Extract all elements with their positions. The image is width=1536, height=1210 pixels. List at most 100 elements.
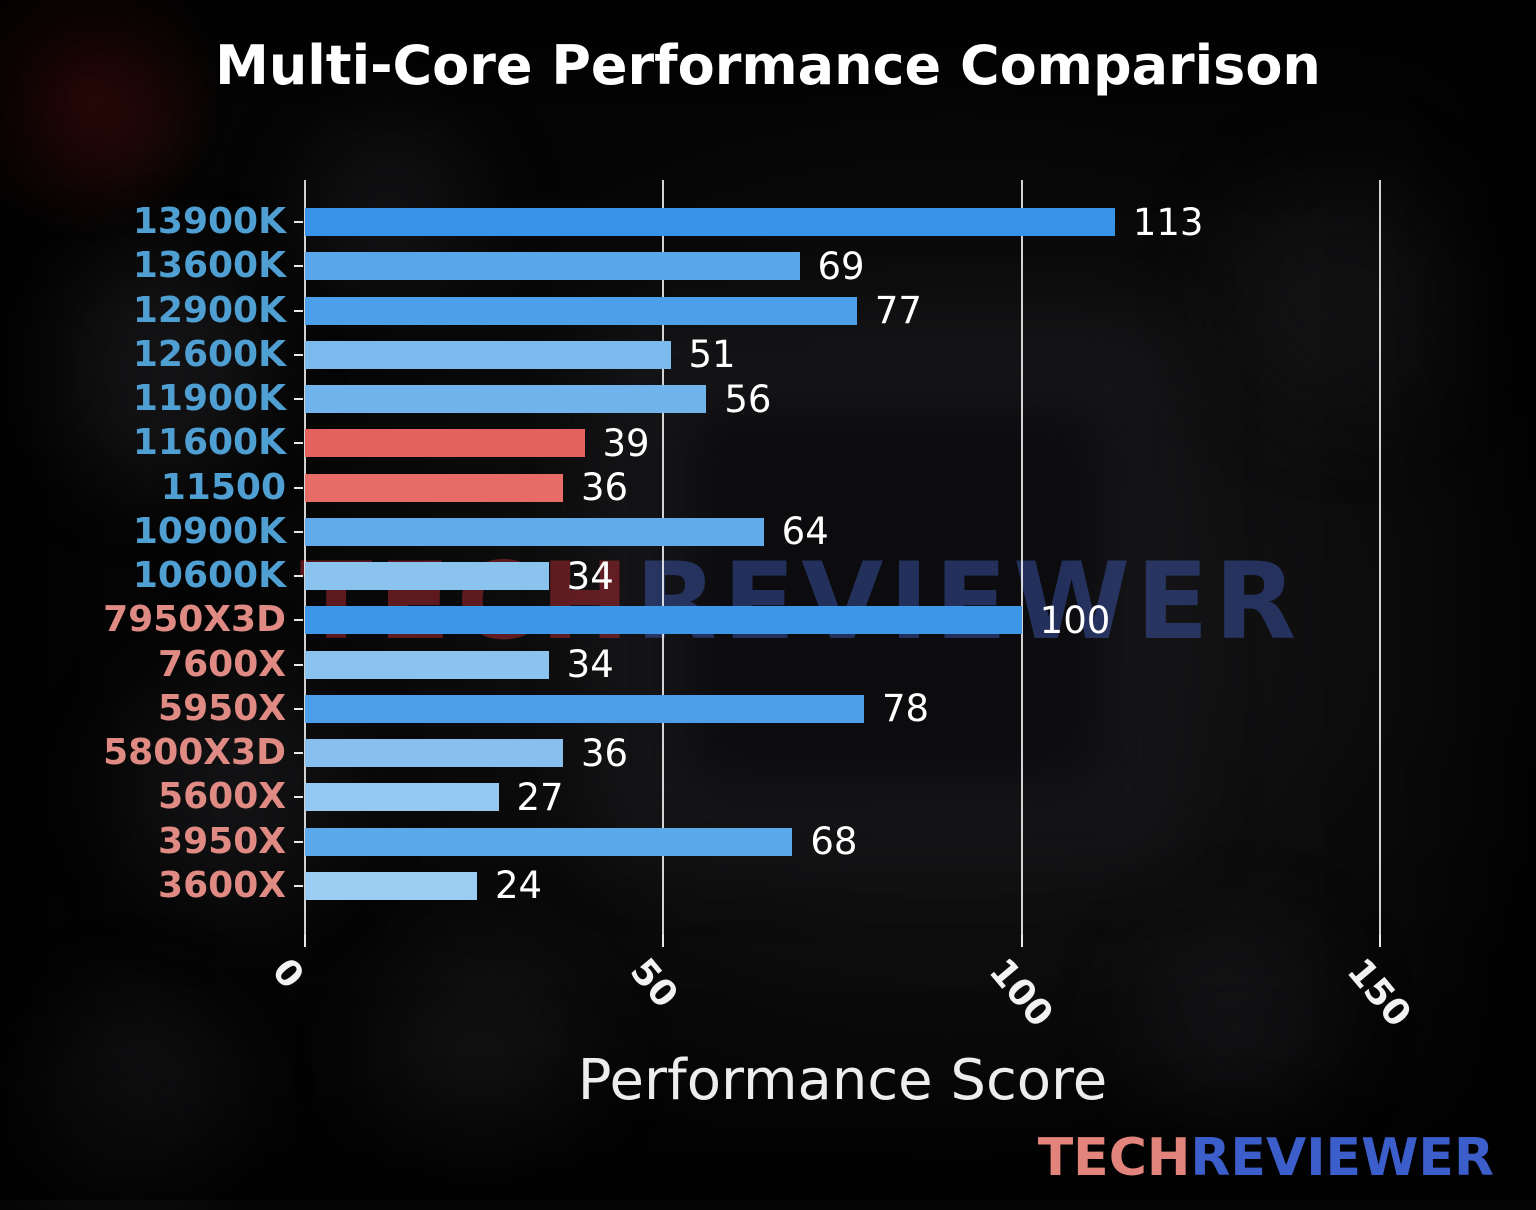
y-label-row: 13600K: [0, 244, 305, 288]
bar-value-label: 24: [495, 864, 543, 908]
bar-12600K: [305, 340, 671, 369]
bar-10900K: [305, 517, 764, 546]
category-label-11500: 11500: [160, 466, 286, 508]
y-tick-mark: [294, 398, 303, 401]
x-axis-title: Performance Score: [577, 1048, 1108, 1113]
bar-value-label: 78: [882, 687, 930, 731]
category-label-10900K: 10900K: [132, 510, 286, 552]
bar-value-label: 36: [581, 731, 629, 775]
bar-row: 27: [305, 775, 1380, 819]
y-tick-mark: [294, 796, 303, 799]
category-label-13900K: 13900K: [132, 201, 286, 243]
category-label-12900K: 12900K: [132, 289, 286, 331]
y-tick-mark: [294, 309, 303, 312]
x-axis: 0 50 100 150: [264, 935, 1419, 1055]
x-tick-mark: [304, 935, 306, 947]
y-label-row: 3950X: [0, 820, 305, 864]
y-tick-mark: [294, 752, 303, 755]
bar-3600X: [305, 871, 477, 900]
y-label-row: 7600X: [0, 643, 305, 687]
y-tick-mark: [294, 265, 303, 268]
bar-row: 39: [305, 421, 1380, 465]
y-tick-mark: [294, 530, 303, 533]
category-label-12600K: 12600K: [132, 333, 286, 375]
bar-row: 64: [305, 510, 1380, 554]
y-tick-mark: [294, 663, 303, 666]
y-tick-mark: [294, 486, 303, 489]
background-bokeh: [20, 1000, 230, 1210]
bar-row: 36: [305, 731, 1380, 775]
bar-value-label: 56: [724, 377, 772, 421]
background-bokeh: [120, 680, 340, 900]
x-tick-mark: [1020, 935, 1023, 947]
watermark-reviewer: REVIEWER: [635, 540, 1303, 663]
category-label-11600K: 11600K: [132, 422, 286, 464]
bar-5800X3D: [305, 739, 563, 768]
category-label-3950X: 3950X: [158, 820, 286, 862]
category-label-10600K: 10600K: [132, 555, 286, 597]
y-label-row: 11600K: [0, 421, 305, 465]
x-tick-label-50: 50: [622, 951, 686, 1016]
y-tick-mark: [294, 221, 303, 224]
plot-area: 113 69 77 51 56 39 36 64 34 100 34 78 36 27 68 24: [304, 180, 1381, 935]
y-label-row: 12600K: [0, 333, 305, 377]
background-bokeh: [380, 950, 580, 1150]
y-label-row: 7950X3D: [0, 598, 305, 642]
bar-11500: [305, 473, 563, 502]
y-label-row: 5600X: [0, 775, 305, 819]
bar-row: 36: [305, 466, 1380, 510]
x-tick-mark: [662, 935, 665, 947]
y-tick-mark: [294, 884, 303, 887]
y-tick-mark: [294, 707, 303, 710]
watermark-tech: TECH: [300, 540, 636, 663]
site-logo-tech: TECH: [1037, 1128, 1191, 1188]
bar-value-label: 113: [1132, 200, 1204, 244]
y-tick-mark: [294, 575, 303, 578]
bar-value-label: 36: [581, 466, 629, 510]
category-label-11900K: 11900K: [132, 378, 286, 420]
bar-row: 34: [305, 643, 1380, 687]
bar-row: 113: [305, 200, 1380, 244]
bar-row: 24: [305, 864, 1380, 908]
category-label-3600X: 3600X: [158, 864, 286, 906]
site-logo-reviewer: REVIEWER: [1190, 1128, 1494, 1188]
y-label-row: 13900K: [0, 200, 305, 244]
bar-rows: 113 69 77 51 56 39 36 64 34 100 34 78 36 27 68 24: [305, 200, 1380, 908]
y-label-row: 11900K: [0, 377, 305, 421]
y-axis-labels: 13900K 13600K 12900K 12600K 11900K 11600K 1150…: [0, 200, 305, 908]
watermark: TECHREVIEWER: [300, 540, 1302, 663]
y-label-row: 12900K: [0, 289, 305, 333]
bar-value-label: 64: [781, 510, 829, 554]
bar-row: 69: [305, 244, 1380, 288]
site-logo: TECHREVIEWER: [1038, 1128, 1494, 1188]
y-tick-mark: [294, 442, 303, 445]
bar-row: 68: [305, 820, 1380, 864]
y-label-row: 5950X: [0, 687, 305, 731]
bar-value-label: 34: [566, 554, 614, 598]
gridline-100: [1020, 180, 1023, 935]
bar-row: 56: [305, 377, 1380, 421]
y-tick-mark: [294, 840, 303, 843]
category-label-7600X: 7600X: [158, 643, 286, 685]
background-bokeh: [1140, 930, 1330, 1120]
category-label-5800X3D: 5800X3D: [103, 732, 286, 774]
bar-row: 100: [305, 598, 1380, 642]
bar-row: 77: [305, 289, 1380, 333]
category-label-7950X3D: 7950X3D: [103, 599, 286, 641]
bar-row: 51: [305, 333, 1380, 377]
bar-row: 78: [305, 687, 1380, 731]
y-label-row: 5800X3D: [0, 731, 305, 775]
x-tick-mark: [1379, 935, 1381, 947]
bar-value-label: 68: [810, 820, 858, 864]
background-bokeh: [40, 260, 260, 480]
bar-value-label: 100: [1039, 598, 1111, 642]
y-label-row: 3600X: [0, 864, 305, 908]
y-label-row: 10900K: [0, 510, 305, 554]
background-bokeh: [1230, 180, 1460, 410]
category-label-13600K: 13600K: [132, 245, 286, 287]
gridline-150: [1379, 180, 1381, 935]
bar-11600K: [305, 429, 585, 458]
chart-title: Multi-Core Performance Comparison: [215, 34, 1321, 97]
category-label-5600X: 5600X: [158, 776, 286, 818]
bar-11900K: [305, 385, 707, 414]
